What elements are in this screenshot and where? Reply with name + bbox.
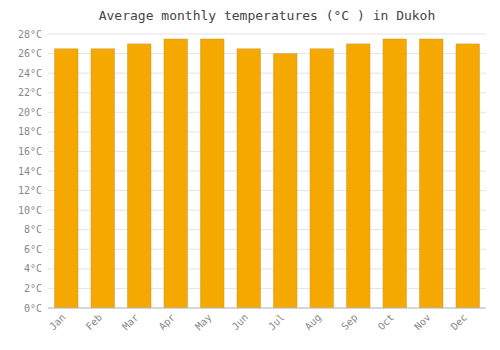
grid-line [48, 308, 486, 309]
y-tick-label: 18°C [18, 126, 42, 137]
x-tick-label: Jun [230, 312, 251, 333]
y-tick-label: 6°C [24, 244, 42, 255]
x-tick-label: Mar [120, 312, 141, 333]
y-tick-label: 8°C [24, 224, 42, 235]
bar [419, 39, 443, 308]
y-tick-label: 2°C [24, 283, 42, 294]
y-tick-label: 16°C [18, 146, 42, 157]
x-tick-label: Dec [449, 312, 470, 333]
y-tick-label: 0°C [24, 303, 42, 314]
bar [456, 44, 480, 308]
x-tick-label: Oct [376, 312, 397, 333]
y-tick-label: 14°C [18, 166, 42, 177]
y-tick-label: 4°C [24, 263, 42, 274]
x-tick-label: Aug [303, 312, 324, 333]
bar [127, 44, 151, 308]
y-tick-label: 28°C [18, 29, 42, 40]
y-tick-label: 24°C [18, 68, 42, 79]
bar [310, 49, 334, 308]
title: Average monthly temperatures (°C ) in Du… [99, 8, 436, 23]
x-tick-label: Jul [266, 312, 287, 333]
chart: Average monthly temperatures (°C ) in Du… [0, 0, 500, 350]
bar [273, 54, 297, 308]
x-tick-label: Nov [412, 312, 433, 333]
bar [237, 49, 261, 308]
x-tick-label: Sep [339, 312, 360, 333]
x-axis [48, 308, 486, 309]
grid [48, 34, 486, 308]
x-tick-label: Feb [84, 312, 105, 333]
y-tick-label: 26°C [18, 48, 42, 59]
bar [383, 39, 407, 308]
x-tick-label: May [193, 312, 214, 333]
y-tick-label: 12°C [18, 185, 42, 196]
bar [54, 49, 78, 308]
bar [346, 44, 370, 308]
bar [200, 39, 224, 308]
y-tick-label: 22°C [18, 87, 42, 98]
x-tick-label: Jan [47, 312, 68, 333]
y-tick-label: 20°C [18, 107, 42, 118]
x-tick-label: Apr [157, 312, 178, 333]
y-tick-label: 10°C [18, 205, 42, 216]
bar [164, 39, 188, 308]
bars [54, 39, 479, 308]
bar [91, 49, 115, 308]
grid-line [48, 34, 486, 35]
